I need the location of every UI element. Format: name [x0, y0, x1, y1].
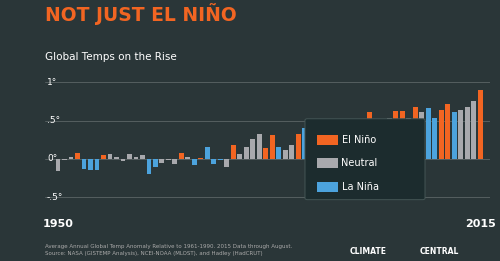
Bar	[160, 159, 164, 163]
Bar	[374, 128, 379, 159]
Bar	[166, 159, 171, 161]
Bar	[94, 159, 100, 170]
Bar	[426, 108, 430, 159]
Bar	[192, 159, 197, 165]
Text: La Niña: La Niña	[342, 182, 378, 192]
Bar	[400, 111, 404, 159]
Bar	[257, 134, 262, 159]
Bar	[140, 155, 145, 159]
Bar	[342, 135, 346, 159]
Text: 0°: 0°	[47, 154, 57, 163]
Bar	[172, 159, 178, 164]
Text: -.5°: -.5°	[47, 193, 64, 202]
Bar	[127, 154, 132, 159]
Bar	[452, 112, 456, 159]
Bar	[465, 107, 469, 159]
Bar	[238, 153, 242, 159]
Bar	[56, 159, 60, 171]
Bar	[205, 147, 210, 159]
Bar	[478, 90, 482, 159]
Text: CLIMATE: CLIMATE	[350, 247, 387, 256]
Bar	[212, 159, 216, 164]
Text: CENTRAL: CENTRAL	[420, 247, 460, 256]
Bar	[446, 104, 450, 159]
Bar	[186, 157, 190, 159]
Text: 1°: 1°	[47, 78, 57, 87]
Bar	[354, 132, 360, 159]
Bar	[413, 107, 418, 159]
Bar	[322, 127, 327, 159]
Bar	[75, 153, 80, 159]
Bar	[270, 135, 275, 159]
Bar	[380, 127, 385, 159]
Bar	[302, 128, 308, 159]
Text: Neutral: Neutral	[342, 158, 378, 168]
Bar	[420, 112, 424, 159]
Bar	[114, 157, 119, 159]
Bar	[361, 124, 366, 159]
Bar	[218, 159, 223, 160]
Bar	[335, 140, 340, 159]
Bar	[439, 110, 444, 159]
Text: NOT JUST EL NIÑO: NOT JUST EL NIÑO	[45, 3, 237, 25]
Bar	[198, 158, 203, 159]
Bar	[244, 147, 249, 159]
Text: El Niño: El Niño	[342, 135, 376, 145]
Bar	[62, 159, 67, 160]
Bar	[146, 159, 152, 174]
Bar	[316, 124, 320, 159]
Bar	[88, 159, 93, 170]
Text: Average Annual Global Temp Anomaly Relative to 1961-1990. 2015 Data through Augu: Average Annual Global Temp Anomaly Relat…	[45, 244, 292, 256]
Bar	[283, 150, 288, 159]
Bar	[458, 110, 463, 159]
Bar	[406, 117, 411, 159]
Bar	[290, 145, 294, 159]
Bar	[394, 111, 398, 159]
Text: Global Temps on the Rise: Global Temps on the Rise	[45, 52, 177, 62]
Bar	[250, 139, 256, 159]
Bar	[120, 159, 126, 161]
Bar	[328, 141, 334, 159]
Bar	[224, 159, 230, 167]
Bar	[296, 134, 301, 159]
Bar	[387, 117, 392, 159]
Bar	[472, 102, 476, 159]
Bar	[153, 159, 158, 167]
Bar	[179, 153, 184, 159]
Text: .5°: .5°	[47, 116, 60, 125]
Bar	[309, 137, 314, 159]
Bar	[68, 157, 73, 159]
Bar	[231, 145, 236, 159]
Bar	[348, 124, 353, 159]
Bar	[134, 157, 138, 159]
Bar	[432, 117, 437, 159]
Bar	[101, 155, 106, 159]
Bar	[82, 159, 86, 169]
Bar	[264, 148, 268, 159]
Bar	[276, 147, 281, 159]
Bar	[108, 154, 112, 159]
Bar	[368, 112, 372, 159]
